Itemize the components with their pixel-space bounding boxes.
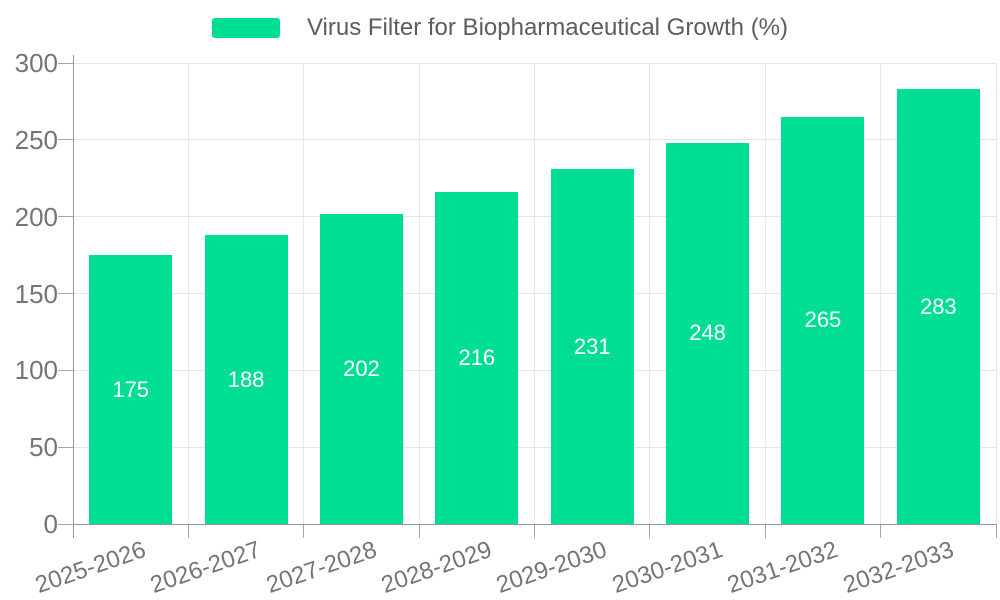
bar-value-label: 175 [112,376,150,402]
x-tick [418,524,420,538]
x-tick [764,524,766,538]
bar-2030-2031[interactable]: 248 [666,142,750,524]
x-axis-label: 2032-2033 [839,536,957,599]
gridline-v [187,63,189,524]
y-tick [58,523,73,525]
bar-2032-2033[interactable]: 283 [896,89,980,524]
y-tick [58,293,73,294]
y-axis-line [72,55,74,538]
gridline-v [534,63,535,524]
x-axis-label: 2027-2028 [262,536,380,599]
bar-2026-2027[interactable]: 188 [204,235,288,524]
bar-2031-2032[interactable]: 265 [781,116,865,524]
x-axis-line [72,523,997,525]
bar-value-label: 265 [804,307,842,333]
y-axis-label: 50 [29,432,58,463]
gridline-v [649,63,651,524]
y-tick [58,216,73,218]
gridline-v [764,63,766,524]
bar-value-label: 283 [919,293,957,319]
gridline-v [303,63,305,524]
bar-value-label: 216 [458,345,496,371]
x-axis-label: 2030-2031 [608,536,727,599]
bar-value-label: 231 [573,333,611,359]
y-tick [58,139,73,141]
gridline-v [418,63,420,524]
gridline-v [995,63,997,524]
x-axis-label: 2028-2029 [377,536,496,599]
y-axis-label: 0 [43,509,58,539]
bar-2027-2028[interactable]: 202 [319,213,403,524]
legend-swatch-icon [211,18,280,38]
x-tick [187,524,189,538]
x-tick [880,524,882,538]
x-axis-label: 2025-2026 [31,536,150,599]
x-tick [995,524,997,538]
x-tick [534,524,535,538]
x-axis-label: 2031-2032 [724,536,842,599]
gridline-v [880,63,882,524]
bar-2025-2026[interactable]: 175 [89,255,173,524]
y-axis-label: 300 [14,48,58,78]
y-axis-label: 250 [14,124,58,155]
y-tick [58,369,73,371]
bar-2028-2029[interactable]: 216 [435,192,519,524]
legend-label: Virus Filter for Biopharmaceutical Growt… [306,14,789,41]
y-tick [58,62,73,64]
legend[interactable]: Virus Filter for Biopharmaceutical Growt… [0,14,1000,42]
x-tick [303,524,305,538]
y-axis-label: 150 [14,278,58,309]
y-axis-label: 100 [14,355,58,386]
bar-value-label: 188 [227,366,265,392]
y-axis-label: 200 [14,201,58,232]
x-axis-label: 2026-2027 [147,536,265,599]
x-axis-label: 2029-2030 [493,536,611,599]
bar-value-label: 248 [689,320,726,346]
bar-2029-2030[interactable]: 231 [550,169,634,524]
y-tick [58,446,73,448]
bar-value-label: 202 [343,355,380,381]
x-tick [649,524,651,538]
